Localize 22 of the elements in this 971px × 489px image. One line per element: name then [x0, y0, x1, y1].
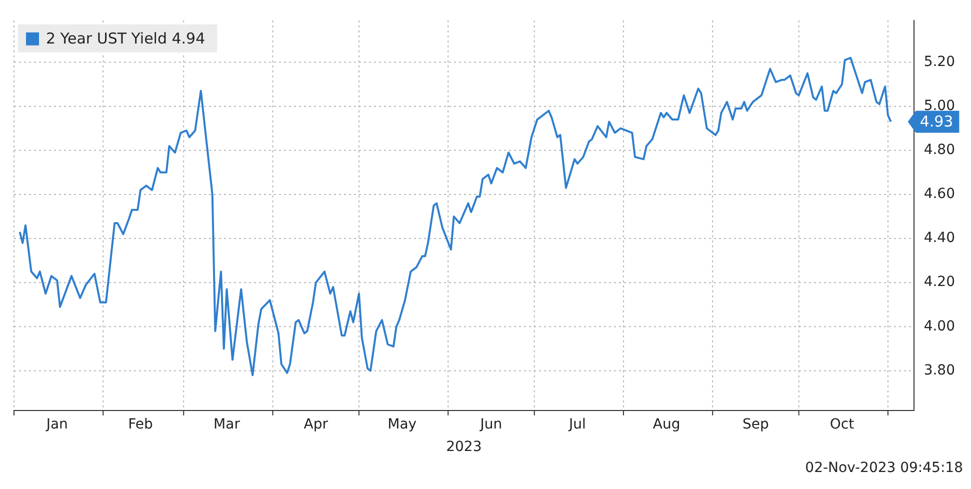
x-tick-label: May	[388, 416, 417, 432]
x-tick-label: Feb	[128, 416, 153, 432]
x-tick-label: Mar	[214, 416, 240, 432]
x-tick-label: Aug	[652, 416, 680, 432]
x-tick-label: Jun	[479, 416, 502, 432]
legend-label: 2 Year UST Yield 4.94	[46, 29, 206, 48]
y-tick-label: 4.60	[924, 186, 955, 202]
x-tick-label: Jul	[568, 416, 586, 432]
y-tick-label: 4.20	[924, 274, 955, 290]
y-tick-label: 4.40	[924, 230, 955, 246]
annotation: 4.93	[920, 112, 954, 131]
y-tick-label: 3.80	[924, 362, 955, 378]
y-tick-label: 4.80	[924, 142, 955, 158]
y-tick-label: 5.00	[924, 98, 955, 114]
y-tick-label: 5.20	[924, 54, 955, 70]
x-tick-label: Sep	[742, 416, 770, 432]
x-tick-label: Jan	[45, 416, 68, 432]
x-tick-label: Apr	[304, 416, 328, 432]
y-tick-label: 4.00	[924, 318, 955, 334]
x-axis-title: 2023	[446, 439, 482, 456]
x-tick-label: Oct	[830, 416, 855, 432]
text: 02-Nov-2023 09:45:18	[805, 460, 963, 476]
